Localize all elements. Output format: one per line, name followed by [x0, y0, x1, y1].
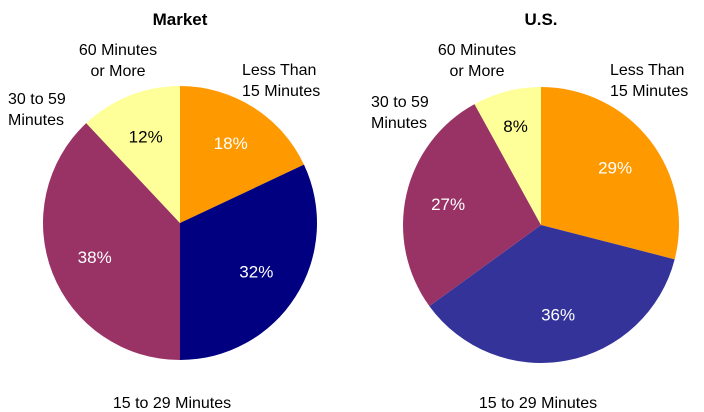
slice-category-label-line: Minutes — [371, 115, 427, 132]
slice-category-label-line: Minutes — [8, 112, 64, 129]
slice-category-label: 30 to 59 Minutes — [8, 91, 66, 129]
slice-percent-label: 32% — [239, 262, 273, 281]
slice-category-label-line: 15 to 29 Minutes — [113, 395, 231, 412]
slice-category-label: 60 Minutes or More — [438, 42, 516, 80]
slice-category-label-line: 15 to 29 Minutes — [479, 395, 597, 412]
slice-category-label-line: 30 to 59 — [8, 91, 66, 108]
pie-slice-15-to-29-minutes — [180, 164, 317, 360]
slice-category-label-line: or More — [90, 63, 145, 80]
slice-category-label: Less Than 15 Minutes — [610, 62, 688, 100]
slice-category-label: 60 Minutes or More — [79, 42, 157, 80]
chart-title: U.S. — [524, 10, 557, 29]
slice-percent-label: 8% — [503, 117, 528, 136]
slice-category-label-line: 60 Minutes — [79, 42, 157, 59]
slice-category-label: 15 to 29 Minutes — [479, 395, 597, 412]
slice-category-label-line: or More — [449, 63, 504, 80]
slice-category-label-line: 60 Minutes — [438, 42, 516, 59]
pie-slice-30-to-59-minutes — [403, 104, 541, 307]
slice-category-label-line: 30 to 59 — [371, 94, 429, 111]
slice-category-label: Less Than 15 Minutes — [242, 62, 320, 100]
pie-slice-60-minutes-or-more — [86, 86, 180, 223]
slice-percent-label: 18% — [214, 134, 248, 153]
pie-chart-market: Market 18% Less Than 15 Minutes 32% 15 to 29 … — [8, 10, 320, 412]
slice-percent-label: 27% — [431, 195, 465, 214]
slice-category-label: 15 to 29 Minutes — [113, 395, 231, 412]
pie-slice-15-to-29-minutes — [429, 225, 675, 363]
pie-slice-less-than-15-minutes — [541, 87, 679, 260]
slice-percent-label: 29% — [598, 159, 632, 178]
pie-slice-30-to-59-minutes — [43, 123, 180, 360]
slice-percent-label: 12% — [129, 127, 163, 146]
slice-category-label-line: 15 Minutes — [610, 83, 688, 100]
slice-category-label: 30 to 59 Minutes — [371, 94, 429, 132]
slice-category-label-line: 15 Minutes — [242, 83, 320, 100]
slice-category-label-line: Less Than — [242, 62, 316, 79]
pie-slice-less-than-15-minutes — [180, 86, 304, 223]
slice-percent-label: 38% — [78, 248, 112, 267]
slice-category-label-line: Less Than — [610, 62, 684, 79]
chart-title: Market — [153, 10, 208, 29]
pie-chart-u-s: U.S. 29% Less Than 15 Minutes 36% 15 to 29 Mi… — [371, 10, 688, 412]
slice-percent-label: 36% — [541, 306, 575, 325]
pie-slice-60-minutes-or-more — [474, 87, 541, 225]
